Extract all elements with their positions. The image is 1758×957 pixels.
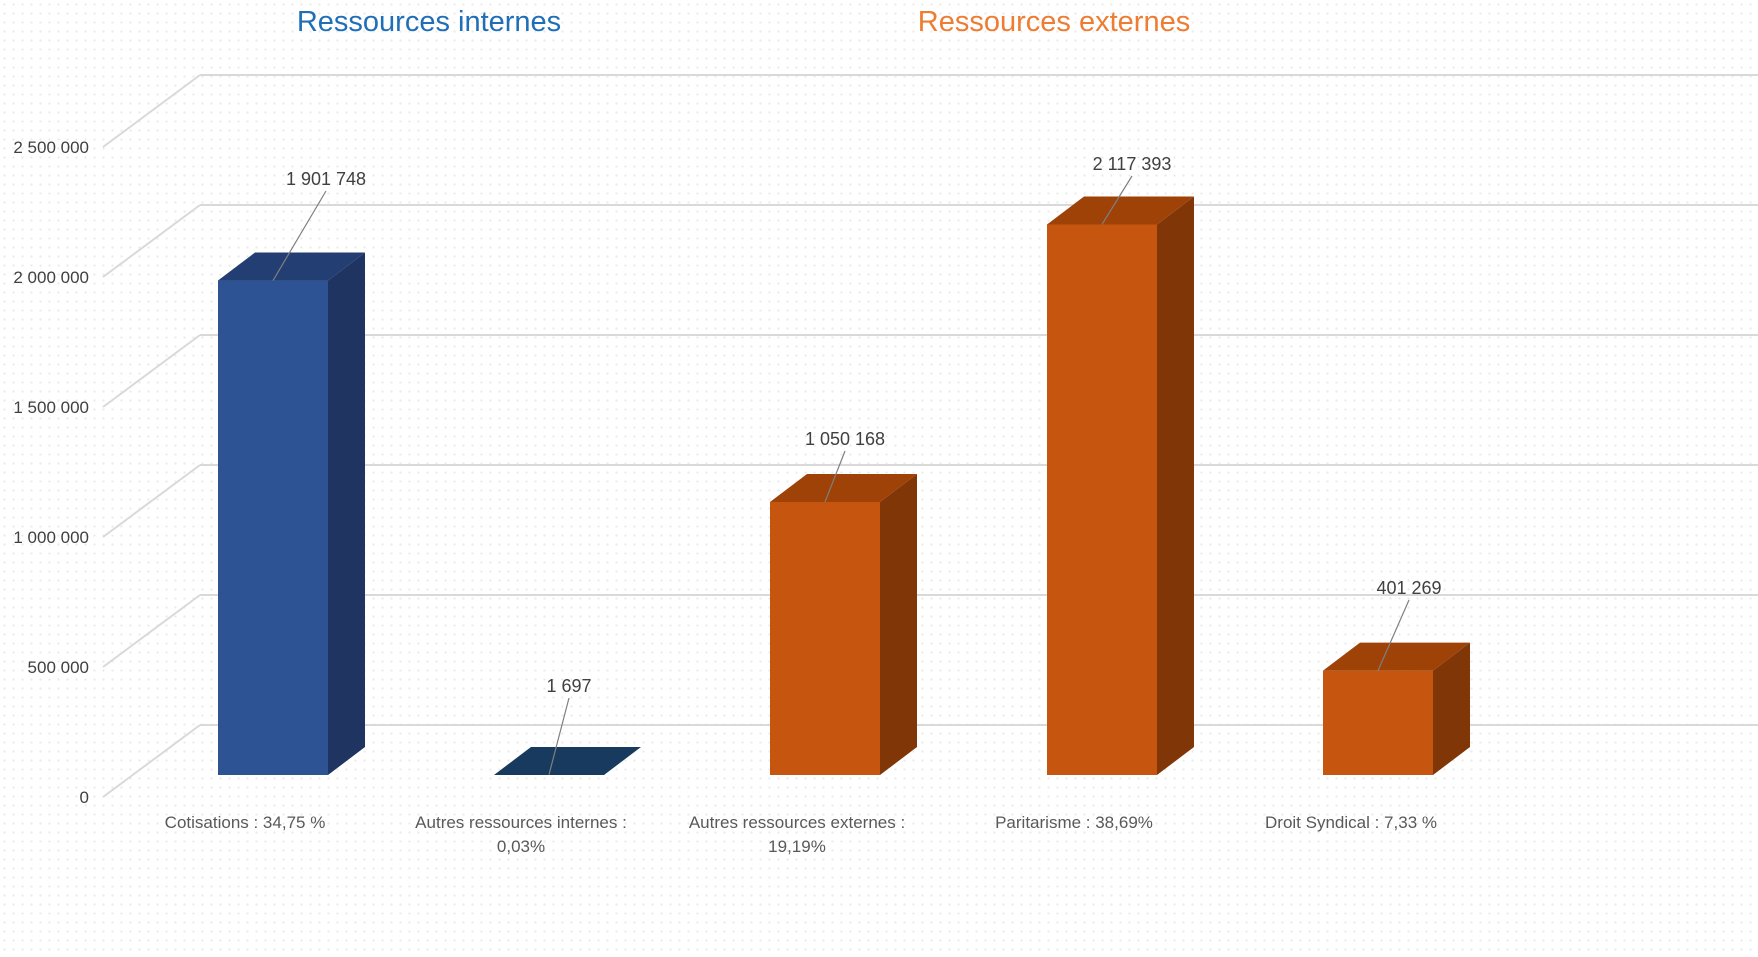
data-label: 2 117 393 (1093, 154, 1172, 174)
leader-line (272, 190, 327, 281)
bar (1047, 224, 1157, 776)
bar-top (770, 473, 917, 502)
data-label: 1 901 748 (286, 169, 366, 189)
bar (218, 280, 328, 775)
bar-top (494, 747, 641, 775)
leader-line (548, 697, 570, 775)
bar-side (328, 252, 365, 775)
gridline-diagonal (102, 464, 201, 538)
bar-top (218, 252, 365, 281)
data-labels: 1 901 748 1 697 1 050 168 2 117 393 401 269 (272, 154, 1442, 775)
external-resources-title: Ressources externes (917, 6, 1191, 38)
bar-side (1433, 642, 1470, 775)
bars (218, 196, 1470, 776)
y-tick-label: 1 000 000 (13, 528, 89, 547)
y-axis: 0 500 000 1 000 000 1 500 000 2 000 000 2 500… (13, 138, 89, 807)
category-label: Autres ressources internes : (415, 813, 627, 832)
y-tick-label: 2 500 000 (13, 138, 89, 157)
data-label: 401 269 (1376, 578, 1441, 598)
data-label: 1 697 (546, 676, 591, 696)
gridline-diagonal (102, 334, 201, 408)
leader-line (824, 450, 846, 503)
gridline-diagonal (102, 74, 201, 148)
category-label: 0,03% (497, 837, 545, 856)
bar-side (880, 473, 917, 775)
internal-resources-title: Ressources internes (296, 6, 562, 38)
gridline-diagonal (102, 724, 201, 798)
category-label: Autres ressources externes : (689, 813, 905, 832)
leader-line (1101, 175, 1133, 225)
y-tick-label: 2 000 000 (13, 268, 89, 287)
category-label: 19,19% (768, 837, 826, 856)
gridlines (102, 74, 1758, 798)
y-tick-label: 0 (80, 788, 89, 807)
y-tick-label: 1 500 000 (13, 398, 89, 417)
bar (1323, 670, 1433, 775)
bar-top (1323, 642, 1470, 671)
data-label: 1 050 168 (805, 429, 885, 449)
category-labels: Cotisations : 34,75 % Autres ressources i… (165, 813, 1437, 856)
y-tick-label: 500 000 (28, 658, 89, 677)
bar (770, 501, 880, 775)
category-label: Cotisations : 34,75 % (165, 813, 326, 832)
bar-side (1157, 196, 1194, 776)
gridline-diagonal (102, 594, 201, 668)
category-label: Droit Syndical : 7,33 % (1265, 813, 1437, 832)
gridline-diagonal (102, 204, 201, 278)
category-label: Paritarisme : 38,69% (995, 813, 1153, 832)
leader-line (1377, 599, 1410, 671)
bar-top (1047, 196, 1194, 225)
